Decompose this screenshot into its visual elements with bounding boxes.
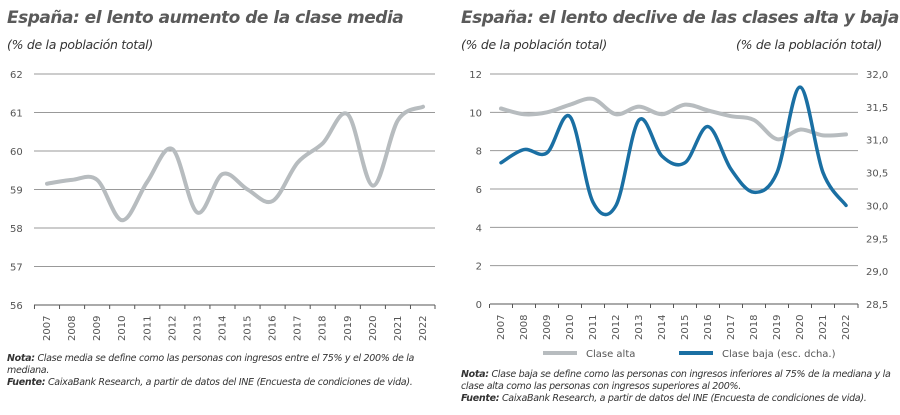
- x-tick-label: 2017: [293, 316, 304, 341]
- x-tick-label: 2007: [496, 315, 507, 340]
- left-chart-title: España: el lento aumento de la clase med…: [7, 8, 404, 28]
- series-line-clase-alta: [499, 96, 848, 142]
- y-right-tick-label: 31,0: [866, 136, 888, 147]
- x-tick-label: 2011: [142, 316, 153, 341]
- x-tick-label: 2019: [343, 316, 354, 341]
- x-tick-label: 2022: [418, 316, 429, 341]
- note-text: Clase baja se define como las personas c…: [461, 369, 891, 392]
- x-tick-label: 2020: [795, 315, 806, 340]
- y-right-tick-label: 30,0: [866, 201, 888, 212]
- x-tick-label: 2015: [243, 316, 254, 341]
- x-tick-label: 2008: [519, 315, 530, 340]
- y-tick-label: 62: [10, 70, 23, 81]
- y-right-tick-label: 32,0: [866, 70, 888, 81]
- x-tick-label: 2018: [749, 315, 760, 340]
- source-label: Fuente:: [461, 393, 500, 404]
- x-tick-label: 2007: [42, 316, 53, 341]
- legend-label: Clase alta: [586, 349, 635, 360]
- y-tick-label: 57: [10, 263, 23, 274]
- x-tick-label: 2010: [565, 315, 576, 340]
- y-tick-label: 61: [10, 109, 23, 120]
- y-left-tick-label: 2: [476, 262, 482, 273]
- x-tick-label: 2009: [542, 315, 553, 340]
- x-tick-label: 2012: [611, 315, 622, 340]
- x-tick-label: 2012: [167, 316, 178, 341]
- x-tick-label: 2014: [217, 316, 228, 341]
- y-left-tick-label: 4: [476, 223, 482, 234]
- y-right-tick-label: 29,5: [866, 234, 888, 245]
- x-tick-label: 2016: [703, 315, 714, 340]
- y-tick-label: 59: [10, 186, 23, 197]
- series-line-clase-baja: [499, 85, 848, 217]
- x-tick-label: 2008: [67, 316, 78, 341]
- x-tick-label: 2013: [634, 315, 645, 340]
- right-chart-notes: Nota: Clase baja se define como las pers…: [461, 369, 893, 405]
- y-left-tick-label: 12: [469, 70, 482, 81]
- y-right-tick-label: 28,5: [866, 300, 888, 311]
- x-tick-label: 2009: [92, 316, 103, 341]
- note-label: Nota:: [461, 369, 489, 380]
- x-tick-label: 2022: [841, 315, 852, 340]
- right-chart-subtitle-right: (% de la población total): [736, 37, 882, 52]
- y-left-tick-label: 10: [469, 108, 482, 119]
- left-chart-subtitle: (% de la población total): [7, 37, 153, 52]
- x-tick-label: 2019: [772, 315, 783, 340]
- note-text: Clase media se define como las personas …: [7, 353, 415, 376]
- x-tick-label: 2013: [192, 316, 203, 341]
- y-left-tick-label: 8: [476, 147, 482, 158]
- x-tick-label: 2021: [818, 315, 829, 340]
- y-right-tick-label: 31,5: [866, 103, 888, 114]
- legend-label: Clase baja (esc. dcha.): [722, 349, 836, 360]
- x-tick-label: 2014: [657, 315, 668, 340]
- y-right-tick-label: 29,0: [866, 267, 888, 278]
- x-tick-label: 2015: [680, 315, 691, 340]
- y-tick-label: 60: [10, 147, 23, 158]
- x-tick-label: 2010: [117, 316, 128, 341]
- note-label: Nota:: [7, 353, 35, 364]
- x-tick-label: 2011: [588, 315, 599, 340]
- source-label: Fuente:: [7, 377, 46, 388]
- right-chart-subtitle-left: (% de la población total): [461, 37, 607, 52]
- x-tick-label: 2020: [368, 316, 379, 341]
- y-tick-label: 58: [10, 224, 23, 235]
- y-left-tick-label: 6: [476, 185, 482, 196]
- left-chart-notes: Nota: Clase media se define como las per…: [7, 353, 447, 389]
- y-left-tick-label: 0: [476, 300, 482, 311]
- series-line-clase-media: [45, 104, 425, 223]
- y-tick-label: 56: [10, 301, 23, 312]
- x-tick-label: 2018: [318, 316, 329, 341]
- x-tick-label: 2017: [726, 315, 737, 340]
- x-tick-label: 2021: [393, 316, 404, 341]
- source-text: CaixaBank Research, a partir de datos de…: [47, 377, 413, 388]
- x-tick-label: 2016: [268, 316, 279, 341]
- right-chart-title: España: el lento declive de las clases a…: [461, 8, 899, 28]
- source-text: CaixaBank Research, a partir de datos de…: [501, 393, 867, 404]
- y-right-tick-label: 30,5: [866, 169, 888, 180]
